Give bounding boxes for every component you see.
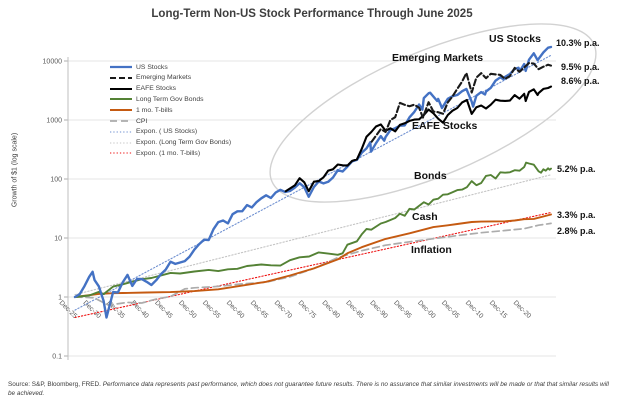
legend-item-long-term-gov-bonds: Long Term Gov Bonds — [109, 94, 204, 104]
x-tick-label: Dec-65 — [249, 299, 270, 320]
x-tick-label: Dec-85 — [344, 299, 365, 320]
y-tick-label: 0.1 — [52, 354, 62, 361]
legend-item-1-mo-t-bills: 1 mo. T-bills — [109, 105, 173, 115]
x-tick-label: Dec-00 — [416, 299, 437, 320]
label-inflation: Inflation — [411, 244, 452, 256]
legend-line-sample — [110, 142, 132, 144]
x-tick-label: Dec-95 — [392, 299, 413, 320]
source-text: Source: S&P, Bloomberg, FRED. — [8, 381, 103, 388]
legend-line-sample — [110, 152, 132, 154]
label-bonds: Bonds — [414, 170, 447, 182]
highlight-ellipse — [269, 23, 597, 203]
rate-emerging-markets: 9.5% p.a. — [561, 62, 600, 72]
legend-label: CPI — [136, 117, 148, 125]
rate-us-stocks: 10.3% p.a. — [556, 38, 600, 48]
legend-item-emerging-markets: Emerging Markets — [109, 73, 191, 83]
x-tick-label: Dec-75 — [297, 299, 318, 320]
legend-item-eafe-stocks: EAFE Stocks — [109, 84, 176, 94]
y-tick-label: 10 — [54, 236, 62, 243]
legend-line-sample — [110, 76, 132, 79]
label-eafe-stocks: EAFE Stocks — [412, 120, 478, 132]
source-footnote: Source: S&P, Bloomberg, FRED. Performanc… — [8, 380, 616, 399]
legend-line-sample — [110, 109, 132, 112]
legend-label: Expon. (Long Term Gov Bonds) — [136, 139, 232, 147]
legend-line-sample — [110, 131, 132, 133]
rate-bonds: 5.2% p.a. — [557, 164, 596, 174]
legend-label: Emerging Markets — [136, 74, 192, 82]
series-line-us-stocks — [73, 45, 553, 319]
label-cash: Cash — [412, 211, 438, 223]
x-tick-label: Dec-20 — [512, 299, 533, 320]
legend-label: Expon. ( US Stocks) — [136, 128, 198, 136]
legend-label: US Stocks — [136, 63, 168, 71]
series-line-expon-long-term-gov-bonds- — [74, 174, 552, 296]
legend-label: Expon. (1 mo. T-bills) — [136, 149, 201, 157]
y-tick-label: 100 — [50, 177, 62, 184]
series-line-1-mo-t-bills — [74, 213, 552, 298]
rate-cash: 3.3% p.a. — [557, 210, 596, 220]
x-tick-label: Dec-80 — [320, 299, 341, 320]
rate-eafe-stocks: 8.6% p.a. — [561, 76, 600, 86]
x-tick-label: Dec-05 — [440, 299, 461, 320]
legend-line-sample — [110, 65, 132, 69]
y-tick-label: 1 — [58, 295, 62, 302]
x-tick-label: Dec-90 — [368, 299, 389, 320]
x-tick-label: Dec-45 — [153, 299, 174, 320]
legend-label: Long Term Gov Bonds — [136, 95, 204, 103]
x-tick-label: Dec-10 — [464, 299, 485, 320]
legend-item-cpi: CPI — [109, 116, 147, 126]
chart-title: Long-Term Non-US Stock Performance Throu… — [151, 8, 473, 20]
legend-item-us-stocks: US Stocks — [109, 62, 168, 72]
legend-item-expon-1-mo-t-bills-: Expon. (1 mo. T-bills) — [109, 148, 200, 158]
series-line-emerging-markets — [370, 61, 553, 143]
label-emerging-markets: Emerging Markets — [392, 52, 484, 64]
legend-line-sample — [110, 120, 132, 122]
label-us-stocks: US Stocks — [489, 33, 541, 45]
y-tick-label: 10000 — [43, 59, 63, 66]
x-tick-label: Dec-55 — [201, 299, 222, 320]
legend-label: EAFE Stocks — [136, 85, 177, 93]
x-tick-label: Dec-50 — [177, 299, 198, 320]
series-line-expon-1-mo-t-bills- — [74, 211, 552, 319]
x-tick-label: Dec-30 — [81, 299, 102, 320]
legend-line-sample — [110, 87, 132, 90]
series-line-cpi — [74, 222, 552, 306]
legend-line-sample — [110, 98, 132, 101]
legend-label: 1 mo. T-bills — [136, 106, 173, 114]
y-tick-label: 1000 — [46, 118, 62, 125]
legend-item-expon-long-term-gov-bonds-: Expon. (Long Term Gov Bonds) — [109, 138, 231, 148]
disclaimer-text: Performance data represents past perform… — [8, 381, 609, 398]
x-tick-label: Dec-60 — [225, 299, 246, 320]
series-line-eafe-stocks — [284, 85, 553, 193]
series-line-long-term-gov-bonds — [74, 161, 552, 298]
x-tick-label: Dec-70 — [273, 299, 294, 320]
x-tick-label: Dec-15 — [488, 299, 509, 320]
legend-item-expon-us-stocks-: Expon. ( US Stocks) — [109, 127, 197, 137]
rate-inflation: 2.8% p.a. — [557, 226, 596, 236]
series-line-expon-us-stocks- — [74, 54, 552, 311]
